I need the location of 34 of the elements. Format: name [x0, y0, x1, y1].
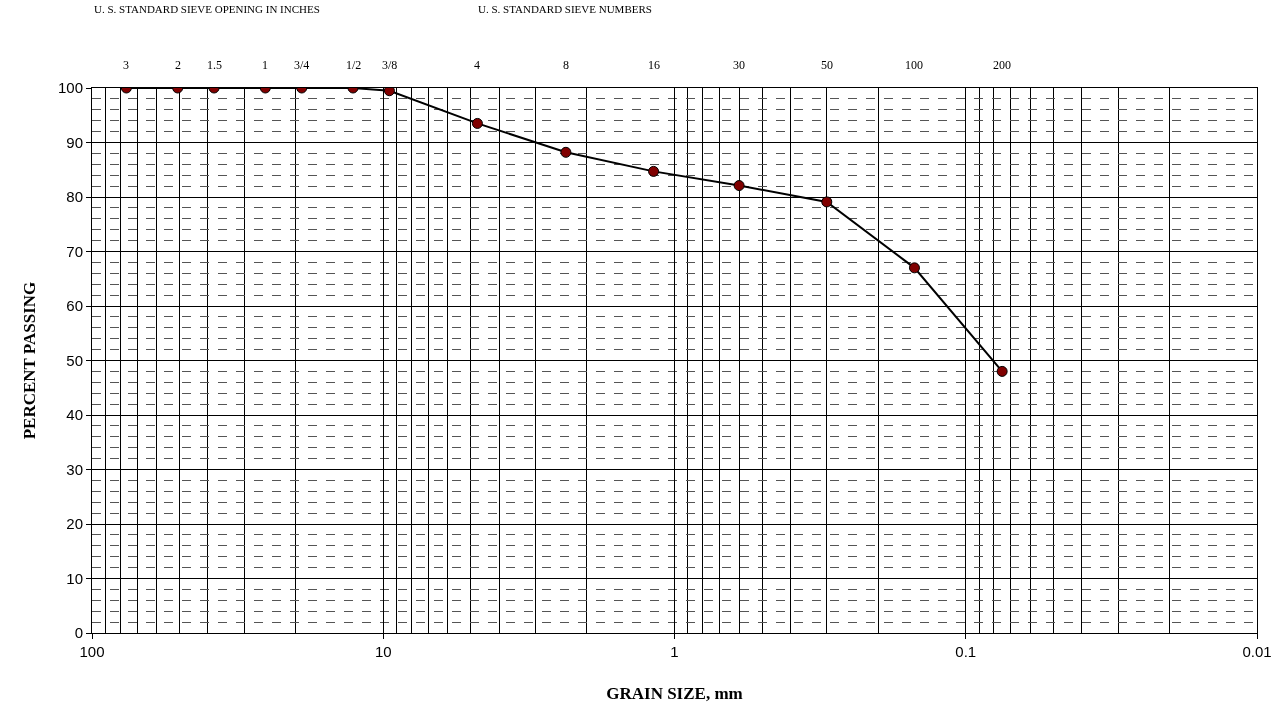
text: 30 [733, 58, 745, 72]
x-tick-label: 10 [374, 643, 392, 660]
text: 100 [905, 58, 923, 72]
x-axis-title: GRAIN SIZE, mm [606, 684, 743, 704]
y-tick-label: 70 [66, 242, 83, 260]
text: 3/8 [382, 58, 398, 72]
text: 3 [123, 58, 129, 72]
y-tick-label: 40 [66, 406, 83, 424]
x-tick-label: 0.01 [1242, 643, 1272, 660]
text: U. S. STANDARD SIEVE OPENING IN INCHES [94, 3, 320, 15]
y-tick-label: 50 [66, 351, 83, 369]
y-tick-label: 90 [66, 133, 83, 151]
text: 2 [175, 58, 181, 72]
x-tick-label: 100 [79, 643, 105, 660]
text: U. S. STANDARD SIEVE NUMBERS [478, 3, 652, 15]
text: 4 [474, 58, 480, 72]
y-tick-label: 10 [66, 569, 83, 587]
text: 200 [993, 58, 1011, 72]
text: 50 [821, 58, 833, 72]
y-axis-title: PERCENT PASSING [19, 281, 39, 440]
x-tick-label: 0.1 [955, 643, 977, 660]
y-tick-label: 30 [66, 460, 83, 478]
text: 3/4 [294, 58, 310, 72]
y-tick-label: 20 [66, 515, 83, 533]
text: 1.5 [207, 58, 222, 72]
x-tick-label: 1 [670, 643, 679, 660]
y-tick-label: 100 [57, 79, 83, 97]
text: 1 [262, 58, 268, 72]
text: 8 [563, 58, 569, 72]
text: 1/2 [346, 58, 362, 72]
y-tick-label: 80 [66, 188, 83, 206]
y-tick-label: 0 [74, 624, 83, 642]
text: 16 [648, 58, 660, 72]
y-tick-label: 60 [66, 297, 83, 315]
